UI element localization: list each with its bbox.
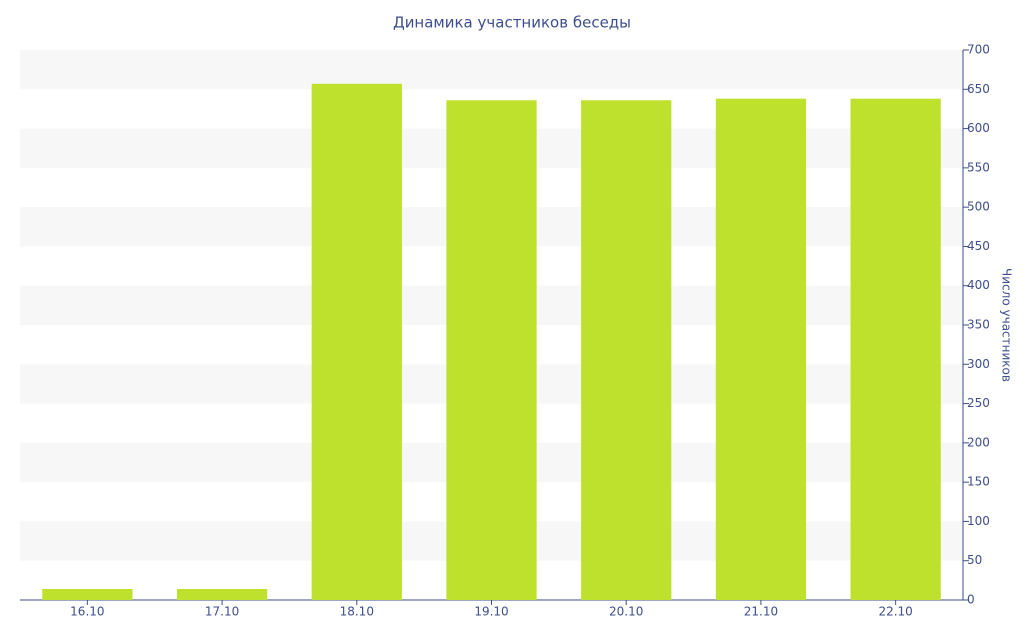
bar: [850, 98, 941, 600]
bar: [42, 589, 133, 600]
y-tick-label: 350: [967, 318, 990, 332]
y-tick-label: 550: [967, 160, 990, 174]
x-tick-label: 19.10: [474, 605, 508, 619]
grid-band: [20, 50, 963, 90]
bar: [446, 100, 537, 601]
y-tick-label: 50: [967, 553, 982, 567]
x-tick-label: 18.10: [340, 605, 374, 619]
bar: [581, 100, 672, 601]
y-tick-label: 600: [967, 121, 990, 135]
y-tick-label: 700: [967, 43, 990, 57]
y-tick-label: 250: [967, 396, 990, 410]
y-tick-label: 200: [967, 435, 990, 449]
x-tick-label: 21.10: [744, 605, 778, 619]
chart-title: Динамика участников беседы: [393, 14, 631, 32]
x-tick-label: 17.10: [205, 605, 239, 619]
bar: [715, 98, 807, 600]
y-tick-label: 100: [967, 514, 990, 528]
x-tick-label: 16.10: [70, 605, 104, 619]
x-tick-label: 22.10: [878, 605, 912, 619]
y-tick-label: 150: [967, 475, 990, 489]
y-tick-label: 300: [967, 357, 990, 371]
y-tick-label: 0: [967, 593, 975, 607]
x-tick-label: 20.10: [609, 605, 643, 619]
y-tick-label: 400: [967, 278, 990, 292]
y-axis-label: Число участников: [1000, 268, 1014, 382]
y-tick-label: 650: [967, 82, 990, 96]
bar: [176, 589, 268, 600]
y-tick-label: 500: [967, 200, 990, 214]
bar: [311, 83, 402, 601]
y-tick-label: 450: [967, 239, 990, 253]
